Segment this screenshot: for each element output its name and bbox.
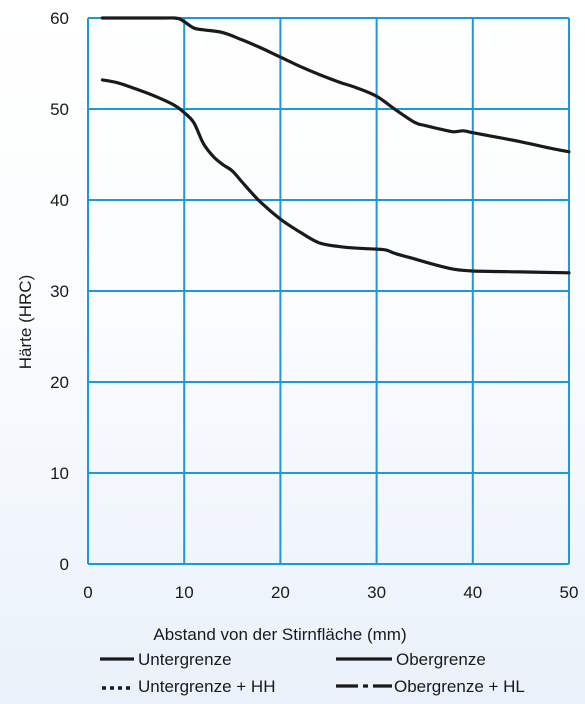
legend: Untergrenze Obergrenze Untergrenze + HH Obe… xyxy=(100,650,525,696)
y-tick-label: 40 xyxy=(50,191,69,210)
x-tick-label: 40 xyxy=(463,583,482,602)
series-line-obergrenze xyxy=(100,16,571,154)
y-tick-label: 60 xyxy=(50,9,69,28)
y-axis-label: Härte (HRC) xyxy=(16,275,35,369)
legend-entry: Obergrenze xyxy=(336,650,486,669)
legend-label: Obergrenze xyxy=(396,650,486,669)
legend-label: Untergrenze + HH xyxy=(138,677,275,696)
legend-label: Obergrenze + HL xyxy=(394,677,525,696)
y-tick-label: 30 xyxy=(50,282,69,301)
x-tick-label: 50 xyxy=(560,583,579,602)
y-tick-label: 50 xyxy=(50,100,69,119)
legend-entry: Obergrenze + HL xyxy=(336,677,525,696)
series-line-untergrenze xyxy=(100,78,571,275)
y-tick-label: 0 xyxy=(60,555,69,574)
legend-label: Untergrenze xyxy=(138,650,232,669)
legend-entry: Untergrenze + HH xyxy=(102,677,275,696)
y-tick-label: 10 xyxy=(50,464,69,483)
y-tick-label: 20 xyxy=(50,373,69,392)
x-tick-label: 0 xyxy=(83,583,92,602)
x-tick-label: 30 xyxy=(367,583,386,602)
legend-entry: Untergrenze xyxy=(100,650,232,669)
x-axis-label: Abstand von der Stirnfläche (mm) xyxy=(153,625,406,644)
x-tick-label: 20 xyxy=(271,583,290,602)
tick-labels: 0 10 20 30 40 50 0 10 20 30 40 50 60 xyxy=(50,9,578,602)
x-tick-label: 10 xyxy=(175,583,194,602)
grid xyxy=(87,17,570,565)
series-lines xyxy=(100,16,571,275)
